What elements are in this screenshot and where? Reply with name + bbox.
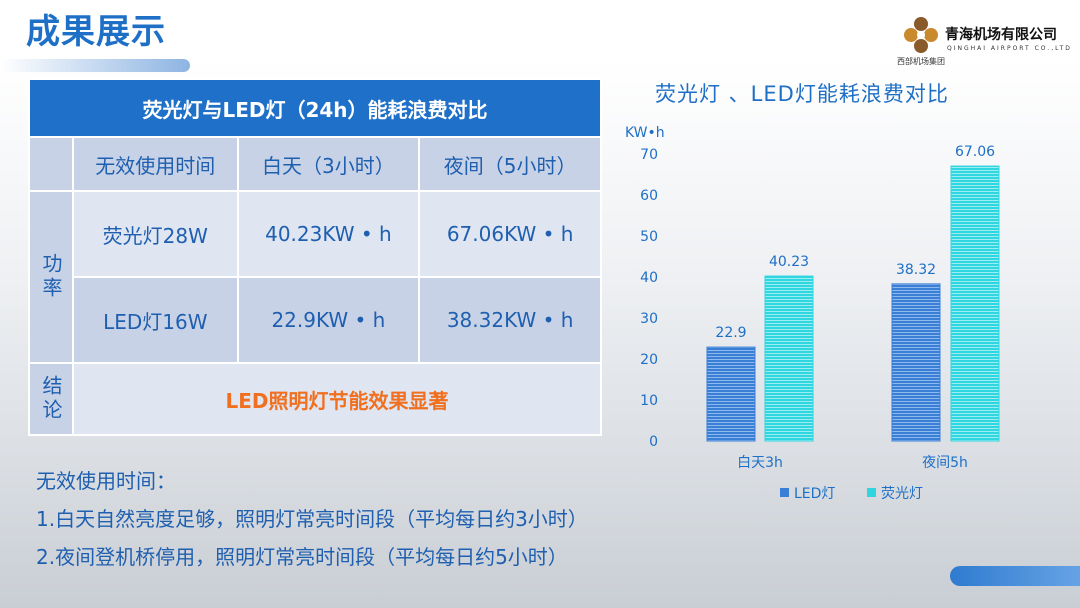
notes: 无效使用时间： 1.白天自然亮度足够，照明灯常亮时间段（平均每日约3小时） 2.…: [36, 462, 588, 576]
corner-cell: [28, 136, 74, 192]
notes-heading: 无效使用时间：: [36, 469, 176, 493]
data-label: 40.23: [769, 254, 809, 270]
y-tick-label: 50: [640, 229, 658, 245]
y-tick-label: 40: [640, 270, 658, 286]
bar: [706, 346, 756, 442]
logo-en: QINGHAI AIRPORT CO.,LTD: [947, 45, 1072, 52]
col-header: 白天（3小时）: [236, 136, 421, 192]
row-label: LED灯16W: [72, 276, 239, 364]
bar: [891, 283, 941, 442]
legend-label: 荧光灯: [881, 485, 923, 502]
data-label: 38.32: [896, 262, 936, 278]
company-logo: 青海机场有限公司 QINGHAI AIRPORT CO.,LTD 西部机场集团: [895, 14, 1075, 70]
note-item: 2.夜间登机桥停用，照明灯常亮时间段（平均每日约5小时）: [36, 545, 568, 569]
bar: [764, 275, 814, 442]
bar: [950, 165, 1000, 442]
logo-mark-icon: [904, 17, 938, 53]
y-tick-label: 60: [640, 188, 658, 204]
conclusion-text: LED照明灯节能效果显著: [72, 362, 602, 436]
data-label: 67.06: [955, 144, 995, 160]
y-tick-label: 70: [640, 147, 658, 163]
cell-day: 22.9KW • h: [236, 276, 421, 364]
x-tick-label: 夜间5h: [922, 455, 968, 471]
col-header: 无效使用时间: [72, 136, 239, 192]
col-header: 夜间（5小时）: [418, 136, 602, 192]
y-axis-label: KW•h: [625, 125, 665, 141]
conclusion-label: 结论: [28, 362, 74, 436]
legend-label: LED灯: [794, 486, 835, 502]
logo-cn: 青海机场有限公司: [945, 27, 1057, 43]
page-title: 成果展示: [26, 12, 166, 52]
cell-night: 38.32KW • h: [418, 276, 602, 364]
x-tick-label: 白天3h: [737, 455, 783, 471]
chart-title: 荧光灯 、LED灯能耗浪费对比: [655, 82, 949, 106]
note-item: 1.白天自然亮度足够，照明灯常亮时间段（平均每日约3小时）: [36, 507, 588, 531]
data-label: 22.9: [715, 325, 746, 341]
y-tick-label: 10: [640, 393, 658, 409]
y-tick-label: 20: [640, 352, 658, 368]
decorative-bar: [950, 566, 1080, 586]
table-header: 荧光灯与LED灯（24h）能耗浪费对比: [28, 78, 602, 138]
y-tick-label: 30: [640, 311, 658, 327]
row-group-label: 功率: [28, 190, 74, 364]
logo-group: 西部机场集团: [897, 57, 945, 66]
title-underline: [0, 59, 190, 72]
legend-swatch: [780, 488, 789, 497]
legend-swatch: [867, 488, 876, 497]
comparison-table: 荧光灯与LED灯（24h）能耗浪费对比 无效使用时间 白天（3小时） 夜间（5小…: [28, 78, 602, 436]
row-label: 荧光灯28W: [72, 190, 239, 278]
cell-day: 40.23KW • h: [236, 190, 421, 278]
cell-night: 67.06KW • h: [418, 190, 602, 278]
y-tick-label: 0: [649, 434, 658, 450]
